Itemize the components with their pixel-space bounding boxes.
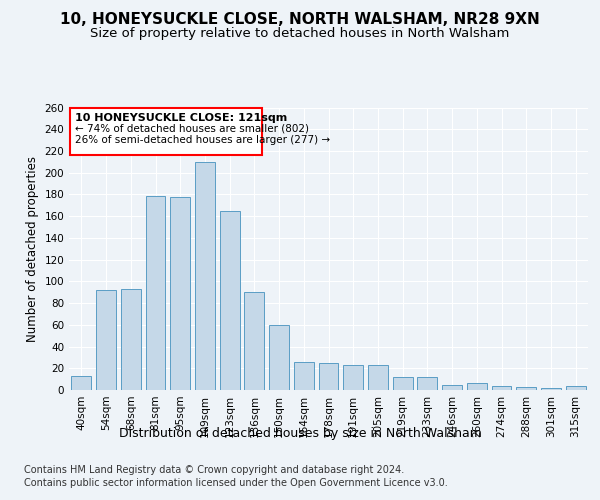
Bar	[541, 388, 561, 390]
Bar	[319, 363, 338, 390]
Bar	[343, 365, 363, 390]
Text: 10, HONEYSUCKLE CLOSE, NORTH WALSHAM, NR28 9XN: 10, HONEYSUCKLE CLOSE, NORTH WALSHAM, NR…	[60, 12, 540, 28]
Text: ← 74% of detached houses are smaller (802): ← 74% of detached houses are smaller (80…	[75, 124, 309, 134]
Y-axis label: Number of detached properties: Number of detached properties	[26, 156, 39, 342]
Bar	[121, 289, 140, 390]
FancyBboxPatch shape	[70, 108, 262, 156]
Bar	[491, 386, 511, 390]
Bar	[467, 384, 487, 390]
Bar	[220, 210, 239, 390]
Bar	[96, 290, 116, 390]
Text: Size of property relative to detached houses in North Walsham: Size of property relative to detached ho…	[91, 28, 509, 40]
Text: Contains public sector information licensed under the Open Government Licence v3: Contains public sector information licen…	[24, 478, 448, 488]
Bar	[294, 362, 314, 390]
Bar	[244, 292, 264, 390]
Bar	[393, 377, 413, 390]
Text: 10 HONEYSUCKLE CLOSE: 121sqm: 10 HONEYSUCKLE CLOSE: 121sqm	[75, 113, 287, 123]
Bar	[269, 325, 289, 390]
Bar	[442, 384, 462, 390]
Text: Distribution of detached houses by size in North Walsham: Distribution of detached houses by size …	[119, 428, 481, 440]
Bar	[71, 376, 91, 390]
Bar	[195, 162, 215, 390]
Bar	[418, 377, 437, 390]
Bar	[368, 365, 388, 390]
Text: 26% of semi-detached houses are larger (277) →: 26% of semi-detached houses are larger (…	[75, 134, 331, 144]
Bar	[566, 386, 586, 390]
Text: Contains HM Land Registry data © Crown copyright and database right 2024.: Contains HM Land Registry data © Crown c…	[24, 465, 404, 475]
Bar	[517, 386, 536, 390]
Bar	[170, 196, 190, 390]
Bar	[146, 196, 166, 390]
